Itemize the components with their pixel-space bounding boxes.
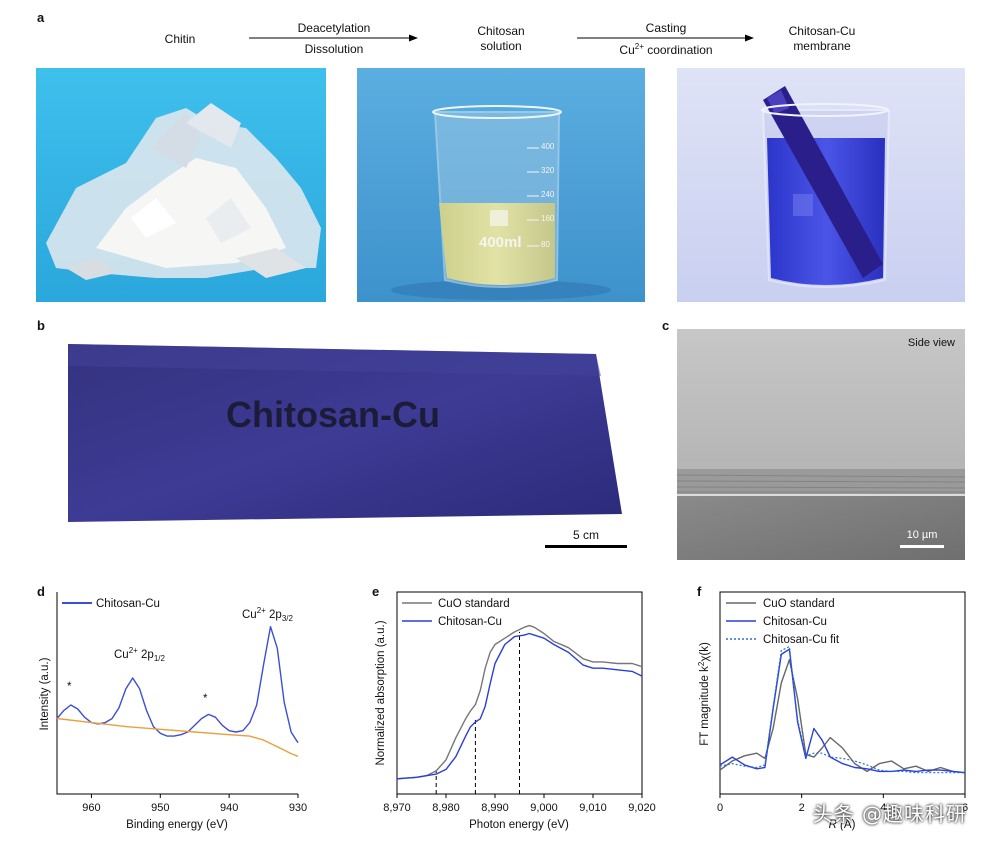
chart-e-xtick-label-4: 9,010 — [579, 802, 607, 814]
panel-label-a: a — [37, 10, 45, 25]
sem-scale-bar — [900, 545, 944, 548]
chart-d-xps: 960 950 940 930 Binding energy (eV) Intensi… — [39, 592, 307, 831]
beaker-mark-80: 80 — [541, 240, 550, 249]
chart-d-xtick-label-2: 940 — [220, 802, 238, 814]
chart-d-axes — [56, 592, 298, 795]
panel-label-e: e — [372, 584, 380, 599]
photo-chitosan-cu-beaker — [677, 68, 965, 302]
sem-side-label: Side view — [907, 337, 955, 349]
chart-d-xtick-label-3: 930 — [289, 802, 307, 814]
chart-f-legend-label-2: Chitosan-Cu — [763, 616, 827, 628]
membrane-text: Chitosan-Cu — [226, 394, 440, 435]
flow-solution-line1: Chitosan — [477, 24, 525, 38]
flow-step2-top: Casting — [645, 21, 687, 35]
beaker-mark-320: 320 — [541, 166, 555, 175]
flow-membrane: Chitosan-Cu membrane — [770, 24, 874, 54]
panel-label-b: b — [37, 318, 45, 333]
chart-d-series-background — [56, 717, 299, 757]
chart-d-annot-p32: Cu2+ 2p3/2 — [242, 606, 294, 623]
chart-f-series-chitosan-cu — [719, 648, 966, 774]
flow-step2-sup: 2+ — [634, 42, 644, 51]
panel-label-c: c — [662, 318, 670, 333]
flow-arrow-2 — [577, 34, 754, 42]
beaker-label: 400ml — [479, 234, 522, 251]
chart-d-star-1: * — [67, 681, 72, 693]
watermark: 头条 @趣味科研 — [812, 802, 967, 826]
flow-step2-suffix: coordination — [643, 43, 713, 57]
chart-f-legend-label-3: Chitosan-Cu fit — [763, 634, 840, 646]
chart-e-ylabel: Normalized absorption (a.u.) — [375, 620, 387, 765]
panel-label-f: f — [697, 584, 702, 599]
chart-d-xtick-label-0: 960 — [82, 802, 100, 814]
panel-label-d: d — [37, 584, 45, 599]
chart-f-xtick-label-1: 2 — [799, 802, 805, 814]
flow-solution-line2: solution — [480, 39, 522, 53]
sem-scale-label: 10 µm — [906, 529, 938, 541]
chart-f-xlabel: R (Å) — [829, 818, 856, 831]
chart-f-exafs: 0 2 4 6 R (Å) FT magnitude k2χ(k) CuO stand… — [697, 591, 968, 831]
chart-e-legend-label-2: Chitosan-Cu — [438, 616, 502, 628]
chart-e-legend-label-1: CuO standard — [438, 598, 510, 610]
flow-chitin: Chitin — [164, 32, 196, 46]
flow-solution: Chitosan solution — [458, 24, 544, 54]
membrane-scale-bar — [545, 545, 627, 548]
beaker-mark-400: 400 — [541, 142, 555, 151]
chart-e-xtick-label-0: 8,970 — [383, 802, 411, 814]
flow-arrow-1 — [249, 34, 418, 42]
photo-chitosan-solution: 400ml 400 320 240 160 80 — [357, 68, 645, 302]
photo-membrane-sheet: Chitosan-Cu — [56, 336, 634, 532]
chart-e-xtick-label-1: 8,980 — [432, 802, 460, 814]
beaker-mark-160: 160 — [541, 214, 555, 223]
chart-d-xlabel: Binding energy (eV) — [126, 819, 228, 831]
beaker-mark-240: 240 — [541, 190, 555, 199]
chart-d-xtick-label-1: 950 — [151, 802, 169, 814]
chart-e-xtick-label-5: 9,020 — [628, 802, 656, 814]
flow-step2-bottom: Cu2+ coordination — [578, 42, 754, 57]
chart-f-legend-label-1: CuO standard — [763, 598, 835, 610]
chart-e-xlabel: Photon energy (eV) — [469, 819, 569, 831]
chart-e-xtick-label-3: 9,000 — [530, 802, 558, 814]
chart-f-xtick-label-0: 0 — [717, 802, 723, 814]
chart-f-series-chitosan-cu-fit — [719, 645, 965, 774]
membrane-scale-label: 5 cm — [572, 528, 599, 542]
chart-e-xanes: 8,970 8,980 8,990 9,000 9,010 9,020 Photon en… — [375, 591, 656, 831]
flow-step1-bottom: Dissolution — [304, 42, 364, 56]
chart-f-xtick-label-3: 6 — [962, 802, 968, 814]
chart-d-legend-label: Chitosan-Cu — [96, 598, 160, 610]
photo-sem-side-view: Side view 10 µm — [677, 329, 965, 560]
chart-e-series-chitosan-cu — [396, 632, 643, 780]
chart-d-series-chitosan-cu — [56, 626, 299, 744]
chart-e-xtick-label-2: 8,990 — [481, 802, 509, 814]
chart-d-star-2: * — [203, 693, 208, 705]
chart-e-series-cuo-standard — [396, 624, 643, 780]
photo-chitin-flakes — [36, 68, 326, 302]
chart-f-ylabel: FT magnitude k2χ(k) — [697, 642, 711, 746]
flow-membrane-line1: Chitosan-Cu — [788, 24, 856, 38]
chart-f-series-cuo-standard — [719, 658, 966, 774]
flow-step2-cu: Cu — [619, 43, 635, 57]
chart-d-ylabel: Intensity (a.u.) — [39, 657, 51, 730]
chart-d-annot-p12: Cu2+ 2p1/2 — [114, 646, 166, 663]
chart-f-xtick-label-2: 4 — [880, 802, 886, 814]
flow-membrane-line2: membrane — [793, 39, 851, 53]
flow-step1-top: Deacetylation — [297, 21, 371, 35]
